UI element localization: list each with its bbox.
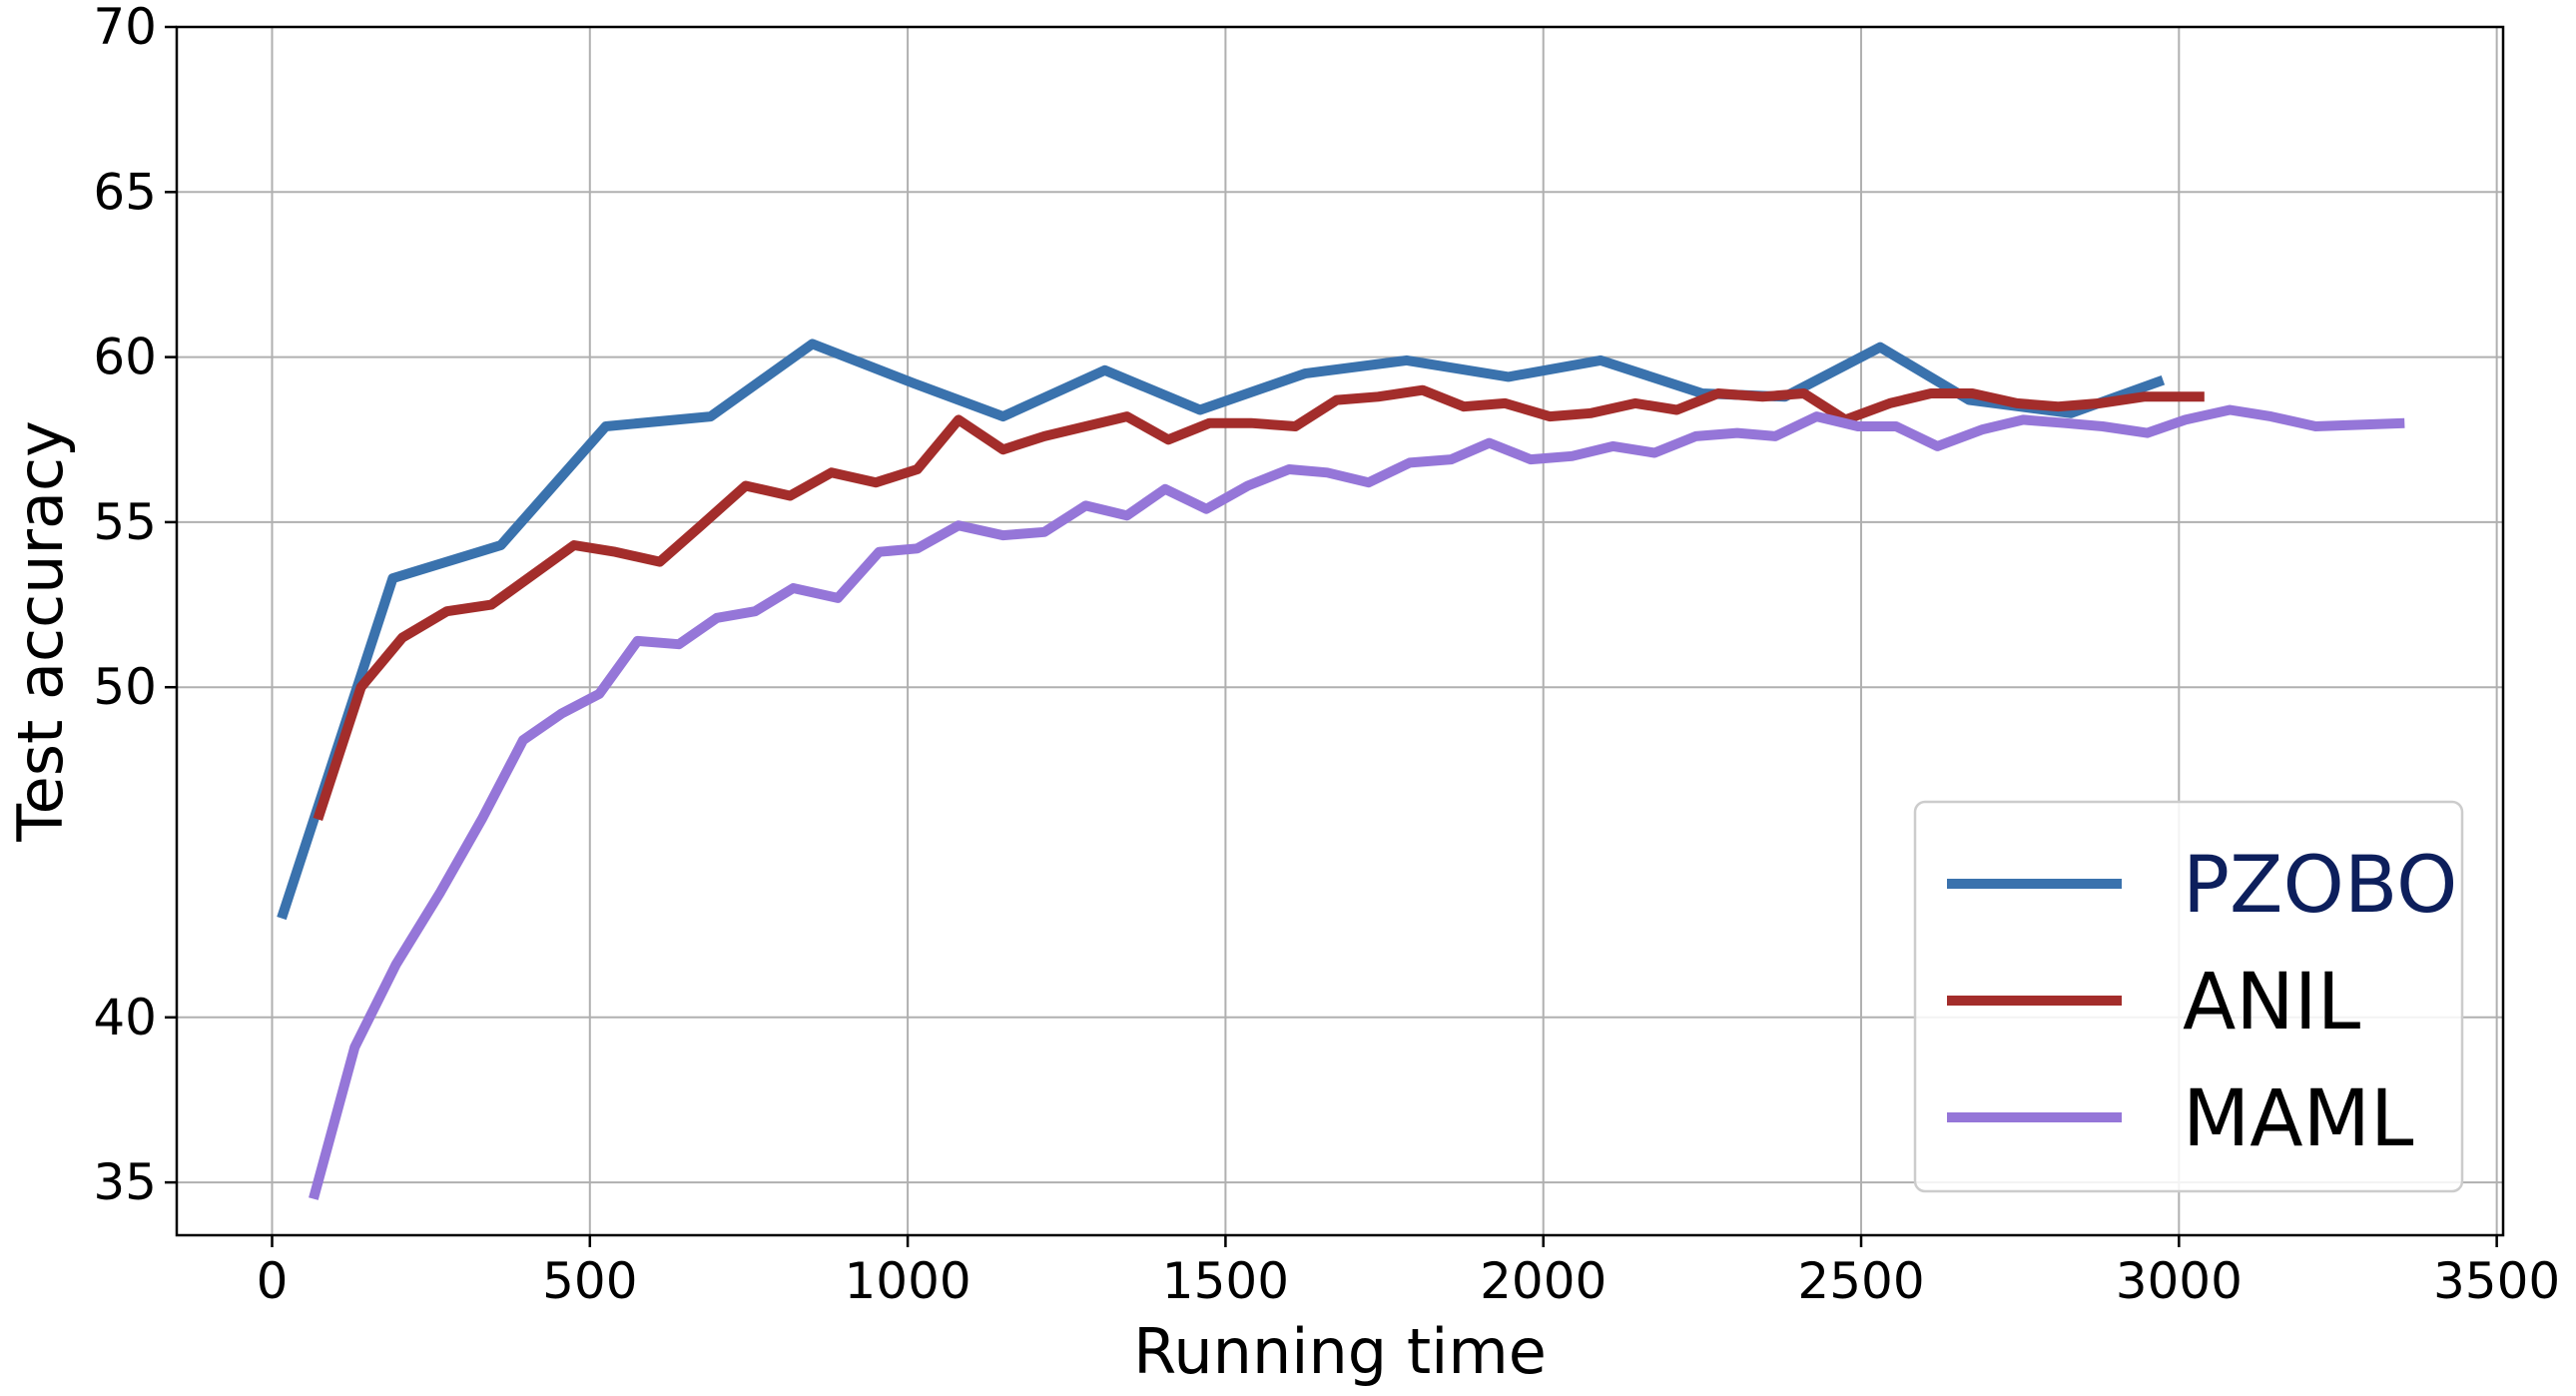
x-tick-label: 3000 <box>2116 1252 2243 1310</box>
legend-label-anil: ANIL <box>2183 958 2361 1047</box>
y-tick-label: 40 <box>93 989 157 1047</box>
y-tick-label: 35 <box>93 1153 157 1211</box>
x-tick-label: 500 <box>542 1252 637 1310</box>
legend-label-maml: MAML <box>2183 1074 2414 1164</box>
y-tick-label: 65 <box>93 163 157 221</box>
series-layer <box>277 339 2405 1200</box>
y-tick-label: 70 <box>93 0 157 56</box>
plot-frame <box>175 25 2505 1237</box>
y-tick-label: 50 <box>93 658 157 716</box>
y-axis-title: Test accuracy <box>4 420 77 843</box>
legend-label-pzobo: PZOBO <box>2183 841 2457 931</box>
x-tick-label: 1000 <box>844 1252 970 1310</box>
series-line-pzobo <box>277 339 2166 921</box>
x-tick-label: 0 <box>257 1252 289 1310</box>
series-line-maml <box>309 404 2405 1200</box>
legend: PZOBO ANIL MAML <box>1913 800 2464 1193</box>
y-tick-label: 60 <box>93 329 157 386</box>
tick-labels: 0 500 1000 1500 2000 2500 3000 3500 35 40 50 55 60 65… <box>93 0 2560 1310</box>
legend-box <box>1913 800 2464 1193</box>
x-tick-label: 1500 <box>1162 1252 1289 1310</box>
x-axis-title: Running time <box>1133 1315 1547 1388</box>
x-tick-label: 3500 <box>2433 1252 2560 1310</box>
y-tick-label: 55 <box>93 493 157 551</box>
x-tick-label: 2500 <box>1797 1252 1924 1310</box>
series-line-anil <box>313 384 2205 821</box>
x-tick-label: 2000 <box>1480 1252 1607 1310</box>
